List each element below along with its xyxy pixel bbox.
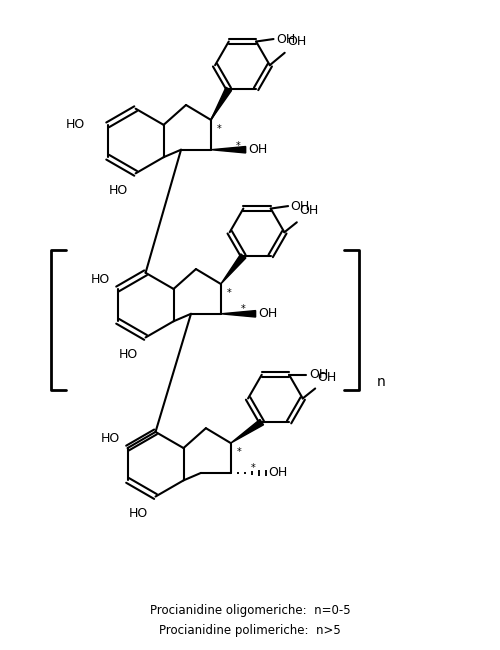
Text: OH: OH xyxy=(309,369,328,382)
Text: Procianidine oligomeriche:  n=0-5: Procianidine oligomeriche: n=0-5 xyxy=(150,604,350,617)
Text: Procianidine polimeriche:  n>5: Procianidine polimeriche: n>5 xyxy=(159,624,341,637)
Text: *: * xyxy=(241,304,246,314)
Polygon shape xyxy=(221,254,246,284)
Text: HO: HO xyxy=(119,348,138,361)
Text: *: * xyxy=(236,447,242,457)
Text: OH: OH xyxy=(300,204,318,217)
Text: *: * xyxy=(227,288,232,298)
Text: *: * xyxy=(217,124,222,134)
Text: OH: OH xyxy=(276,32,295,46)
Text: OH: OH xyxy=(248,143,268,156)
Text: HO: HO xyxy=(66,118,86,131)
Polygon shape xyxy=(231,419,264,443)
Text: OH: OH xyxy=(318,370,337,383)
Text: HO: HO xyxy=(101,432,120,445)
Text: OH: OH xyxy=(290,200,310,213)
Text: n: n xyxy=(377,375,386,389)
Polygon shape xyxy=(221,311,256,317)
Text: OH: OH xyxy=(268,467,287,480)
Text: OH: OH xyxy=(258,307,278,320)
Text: HO: HO xyxy=(109,184,128,197)
Text: HO: HO xyxy=(129,508,148,521)
Text: *: * xyxy=(236,141,240,151)
Text: OH: OH xyxy=(287,35,306,48)
Polygon shape xyxy=(211,146,246,153)
Text: HO: HO xyxy=(91,272,110,285)
Text: *: * xyxy=(251,463,256,473)
Polygon shape xyxy=(211,87,232,120)
